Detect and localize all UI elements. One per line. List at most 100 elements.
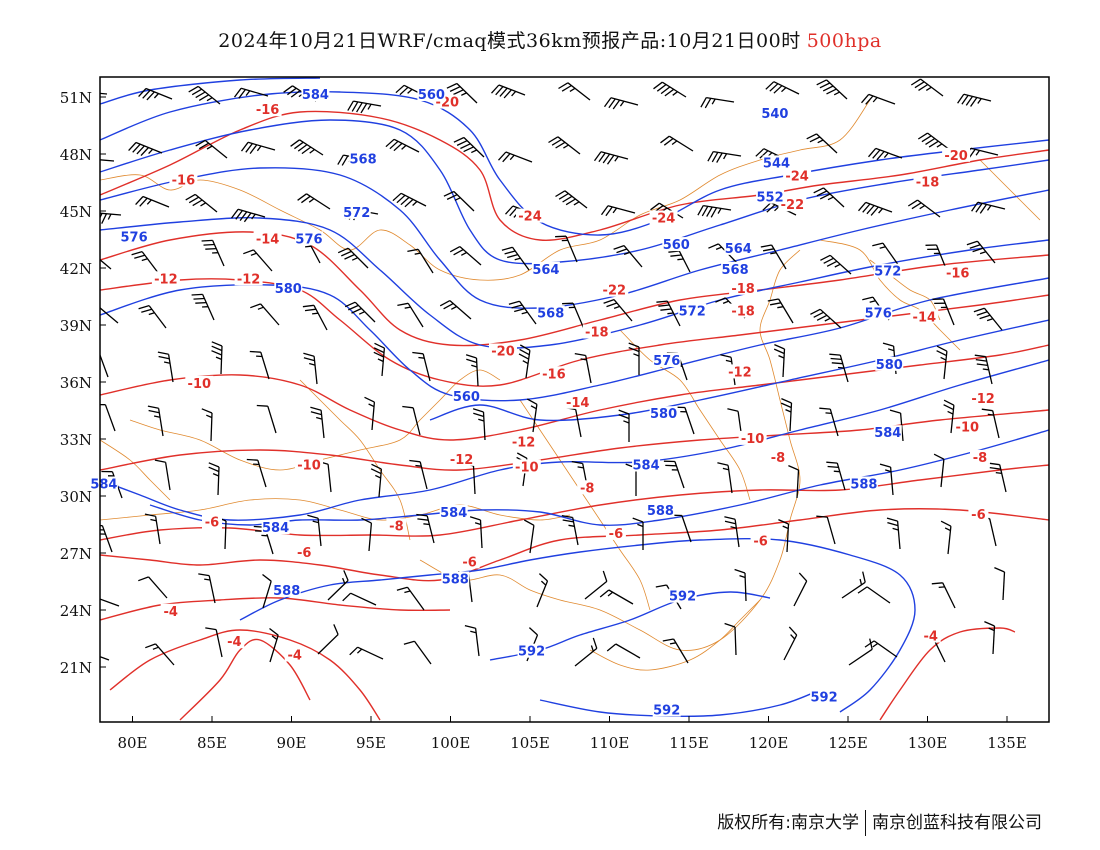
- wind-barb: [816, 515, 836, 545]
- temperature-label: -4: [227, 635, 241, 650]
- wind-barb: [443, 190, 475, 212]
- temperature-label: -8: [973, 451, 987, 466]
- wind-barb: [409, 459, 428, 490]
- wind-barb: [767, 298, 794, 324]
- wind-barb: [841, 571, 866, 599]
- height-contour: [100, 359, 1049, 521]
- wind-barb: [858, 201, 893, 216]
- wind-barb: [240, 141, 276, 154]
- wind-barb: [498, 151, 533, 163]
- temperature-label-bg: [778, 197, 807, 212]
- temperature-label-bg: [649, 210, 678, 225]
- wind-barb: [446, 82, 478, 104]
- temperature-label-bg: [750, 533, 771, 548]
- height-label: 552: [757, 191, 784, 206]
- height-label: 560: [663, 238, 690, 253]
- height-label-bg: [342, 204, 371, 219]
- wind-barb: [548, 136, 581, 155]
- wind-barb: [670, 514, 692, 543]
- height-label-bg: [517, 643, 546, 658]
- wind-barb: [943, 399, 955, 434]
- temperature-label: -16: [172, 174, 196, 189]
- boundary-line: [519, 399, 651, 611]
- title-text: 2024年10月21日WRF/cmaq模式36km预报产品:10月21日00时: [218, 30, 801, 52]
- temperature-label-bg: [729, 280, 758, 295]
- temperature-label: -24: [785, 170, 809, 185]
- temperature-label: -6: [462, 555, 476, 570]
- height-label-bg: [632, 457, 661, 472]
- height-label: 592: [669, 590, 696, 605]
- wind-barb: [564, 406, 582, 438]
- wind-barb: [412, 351, 431, 382]
- height-label: 580: [650, 407, 677, 422]
- wind-barb: [297, 193, 331, 210]
- wind-barb: [211, 341, 223, 375]
- height-label-bg: [452, 389, 481, 404]
- wind-barb: [327, 570, 349, 601]
- height-label-bg: [439, 505, 468, 519]
- height-label-bg: [120, 229, 149, 244]
- temperature-label-bg: [953, 419, 982, 434]
- height-contour: [100, 119, 1049, 265]
- wind-barb: [981, 408, 1000, 439]
- temperature-label: -6: [205, 516, 219, 531]
- temperature-label-bg: [582, 324, 611, 339]
- wind-barb: [201, 408, 213, 442]
- height-label: 568: [350, 153, 377, 168]
- wind-barb: [523, 519, 535, 554]
- wind-barb: [879, 463, 894, 496]
- temperature-label-bg: [969, 391, 998, 405]
- wind-barb: [813, 187, 845, 208]
- height-label-bg: [652, 353, 681, 367]
- wind-barb: [526, 398, 538, 433]
- lat-tick-label: 24N: [60, 602, 92, 620]
- wind-barb: [826, 461, 846, 491]
- wind-barb: [100, 598, 120, 607]
- wind-barb: [697, 204, 732, 218]
- wind-barb: [574, 352, 592, 384]
- temperature-label-bg: [185, 375, 214, 390]
- temperature-label: -12: [971, 392, 995, 407]
- height-label-bg: [349, 151, 378, 166]
- temperature-label-bg: [284, 647, 305, 662]
- temperature-label: -18: [916, 175, 940, 190]
- wind-barb: [848, 638, 873, 666]
- latitude-axis: 51N 48N 45N 42N 39N 36N 33N 30N 27N 24N 21N: [60, 89, 106, 677]
- wind-barb: [392, 192, 427, 208]
- height-label-bg: [875, 356, 904, 371]
- temperature-label: -16: [946, 267, 970, 282]
- temperature-label: -12: [450, 453, 474, 468]
- wind-barb: [574, 637, 598, 667]
- wind-barb: [464, 624, 480, 657]
- lat-tick-label: 21N: [60, 659, 92, 677]
- height-label: 580: [275, 282, 302, 297]
- wind-barb: [233, 87, 269, 99]
- temperature-label-bg: [169, 172, 198, 187]
- wind-barb: [910, 78, 944, 97]
- height-label-bg: [668, 588, 697, 603]
- temperature-label-bg: [768, 449, 788, 464]
- height-label: 576: [653, 354, 680, 369]
- temperature-label: -10: [956, 421, 980, 436]
- wind-barb: [765, 81, 800, 95]
- wind-barb: [416, 513, 435, 544]
- wind-barb: [201, 239, 225, 267]
- temperature-contour: [100, 344, 1049, 441]
- wind-barb: [599, 589, 634, 605]
- height-contour: [539, 689, 821, 718]
- wind-barb: [317, 624, 339, 655]
- temperature-label-bg: [729, 303, 758, 318]
- wind-barb: [135, 195, 170, 208]
- temperature-label: -8: [389, 519, 403, 534]
- height-label-bg: [417, 87, 446, 101]
- wind-barbs: [100, 78, 1007, 667]
- height-label-bg: [678, 303, 707, 318]
- wind-barb: [600, 205, 636, 217]
- wind-barb: [613, 244, 643, 268]
- wind-barb: [407, 248, 434, 274]
- wind-barb: [783, 626, 798, 661]
- temperature-label: -4: [923, 630, 937, 645]
- wind-barb: [561, 514, 579, 546]
- boundary-line: [100, 498, 571, 521]
- height-contour: [100, 167, 1049, 309]
